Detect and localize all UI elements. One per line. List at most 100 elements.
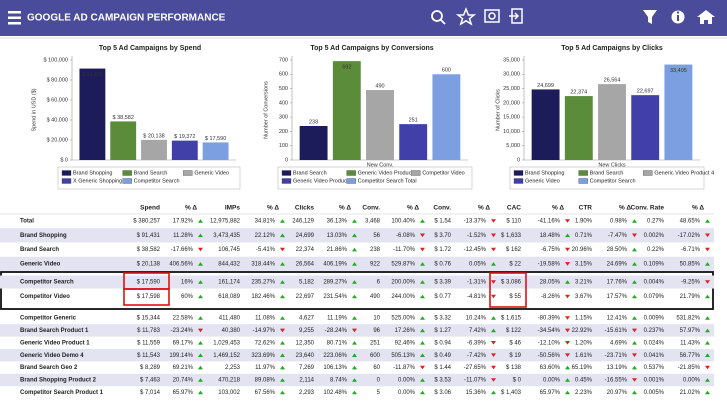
row-shade — [0, 324, 714, 337]
cell: $ 11,783 — [137, 328, 161, 334]
up-arrow — [280, 233, 285, 238]
y-tick-label: 0 — [517, 157, 520, 163]
highlight-box — [123, 288, 170, 306]
legend-label: Brand Shopping — [525, 170, 564, 176]
cell: 490 — [370, 294, 381, 300]
cell: 246,129 — [292, 219, 314, 225]
cell: $ 122 — [506, 328, 522, 334]
highlight-box — [489, 272, 527, 308]
y-tick-label: 200 — [279, 129, 288, 135]
cell: 50.85% — [680, 261, 701, 267]
exit-icon[interactable] — [509, 8, 523, 24]
cell: -6.75% — [541, 247, 561, 253]
column-header: Conv. — [362, 205, 380, 212]
cell: -27.65% — [464, 365, 487, 371]
bar — [171, 140, 198, 160]
cell: 96 — [373, 328, 380, 334]
up-arrow — [198, 353, 203, 357]
cell: 505.13% — [391, 353, 415, 359]
bar — [631, 95, 660, 160]
up-arrow — [352, 219, 357, 223]
down-arrow — [565, 247, 570, 252]
up-arrow — [280, 219, 285, 223]
cell: 26,564 — [296, 261, 315, 267]
row-name: Competitor Video — [20, 294, 70, 300]
up-arrow — [705, 341, 710, 345]
y-tick-label: $ 80,000 — [47, 77, 68, 83]
home-icon[interactable] — [697, 10, 715, 24]
up-arrow — [280, 316, 285, 320]
cell: 0.00% — [543, 378, 561, 384]
y-tick-label: 30,000 — [503, 72, 520, 78]
y-tick-label: $ 100,000 — [44, 57, 68, 63]
cell: $ 22 — [509, 261, 521, 267]
cell: 23,640 — [296, 353, 315, 359]
cell: 48.65% — [680, 219, 701, 225]
down-arrow — [632, 353, 637, 357]
cell: 244.00% — [391, 294, 415, 300]
cell: 6 — [377, 280, 381, 286]
cell: $ 3.06 — [434, 390, 451, 396]
up-arrow — [632, 280, 637, 284]
cell: 1.15% — [575, 316, 593, 322]
cell: -15.61% — [605, 328, 628, 334]
down-arrow — [705, 280, 710, 284]
star-icon[interactable] — [455, 6, 477, 26]
cell: 20.97% — [607, 390, 628, 396]
up-arrow — [280, 262, 285, 266]
legend-label: Brand Search — [590, 170, 624, 176]
legend-label: Competitor Video — [422, 170, 464, 176]
cell: $ 11,559 — [137, 340, 161, 346]
cell: 24,699 — [296, 233, 315, 239]
cell: $ 1,403 — [501, 390, 522, 396]
bar — [564, 96, 593, 160]
data-label: $ 38,582 — [112, 115, 133, 121]
up-arrow — [565, 390, 570, 395]
down-arrow — [565, 316, 570, 320]
cell: $ 1,633 — [501, 233, 522, 239]
menu-icon[interactable] — [8, 11, 21, 25]
legend-label: Generic Video — [194, 170, 229, 176]
row-shade — [0, 256, 714, 272]
cell: $ 46 — [509, 340, 521, 346]
bar — [110, 121, 137, 160]
zoom-icon[interactable] — [431, 10, 446, 25]
column-header: Conv. — [433, 205, 451, 212]
up-arrow — [280, 390, 285, 395]
y-tick-label: 10,000 — [503, 129, 520, 135]
data-label: $ 19,372 — [174, 134, 195, 140]
cell: $ 17,590 — [137, 280, 161, 286]
up-arrow — [198, 233, 203, 238]
down-arrow — [420, 233, 425, 238]
up-arrow — [420, 328, 425, 333]
up-arrow — [352, 294, 357, 299]
cell: $ 1.54 — [434, 219, 451, 225]
cell: 0.05% — [469, 261, 487, 267]
row-shade — [0, 349, 714, 362]
up-arrow — [420, 378, 425, 382]
info-icon[interactable] — [671, 10, 685, 24]
down-arrow — [632, 328, 637, 333]
down-arrow — [705, 247, 710, 252]
image-icon[interactable] — [484, 9, 500, 23]
filter-icon[interactable] — [643, 10, 657, 24]
cell: 69.21% — [173, 365, 194, 371]
cell: 22.58% — [173, 316, 194, 322]
cell: 22.12% — [255, 233, 276, 239]
legend-label: Brand Search — [134, 170, 168, 176]
row-name: Brand Search Product 1 — [20, 328, 89, 334]
cell: 0 — [377, 378, 381, 384]
up-arrow — [352, 378, 357, 382]
up-arrow — [280, 294, 285, 299]
cell: 13.03% — [327, 233, 348, 239]
cell: 0.004% — [644, 280, 665, 286]
y-tick-label: $ 20,000 — [47, 137, 68, 143]
up-arrow — [198, 390, 203, 395]
data-label: 692 — [342, 65, 351, 71]
cell: 7.42% — [469, 328, 487, 334]
up-arrow — [565, 280, 570, 284]
bar — [531, 89, 560, 160]
up-arrow — [198, 294, 203, 299]
legend-swatch — [578, 170, 588, 176]
cell: -16.55% — [605, 378, 628, 384]
